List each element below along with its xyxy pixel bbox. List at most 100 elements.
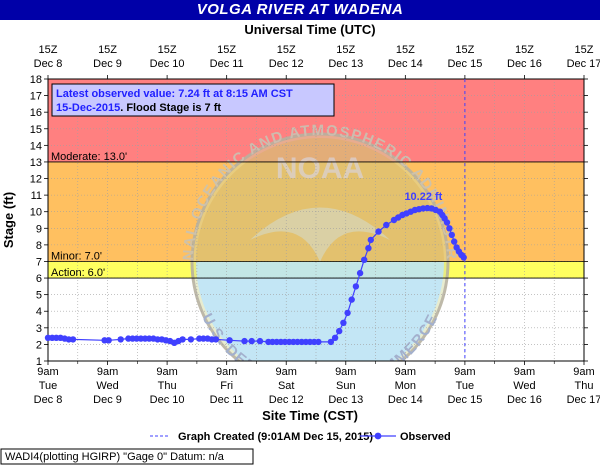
x-tick-weekday: Mon: [395, 380, 416, 392]
top-tick-date: Dec 11: [210, 58, 244, 70]
y-tick-label: 14: [30, 140, 42, 152]
y-tick-label: 10: [30, 207, 42, 219]
x-tick-time: 9am: [335, 366, 356, 378]
y-tick-label: 2: [36, 339, 42, 351]
latest-value-flood-stage: . Flood Stage is 7 ft: [120, 102, 221, 114]
y-tick-label: 18: [30, 74, 42, 86]
y-tick-label: 17: [30, 91, 42, 103]
x-tick-time: 9am: [514, 366, 535, 378]
x-tick-date: Dec 13: [328, 394, 363, 406]
top-tick-time: 15Z: [158, 44, 177, 56]
observed-point: [179, 336, 186, 343]
chart-title: VOLGA RIVER AT WADENA: [0, 0, 600, 20]
x-tick-weekday: Sat: [278, 380, 295, 392]
top-tick-date: Dec 8: [34, 58, 63, 70]
footer: WADI4(plotting HGIRP) "Gage 0" Datum: n/…: [0, 448, 254, 465]
latest-value-box: Latest observed value: 7.24 ft at 8:15 A…: [51, 83, 335, 117]
x-tick-date: Dec 16: [507, 394, 542, 406]
y-tick-label: 16: [30, 107, 42, 119]
y-tick-label: 9: [36, 223, 42, 235]
observed-point: [331, 334, 339, 341]
latest-value-line1: Latest observed value: 7.24 ft at 8:15 A…: [56, 88, 293, 100]
observed-point: [315, 338, 322, 346]
bottom-x-axis: 9am Tue Dec 8 9am Wed Dec 9 9am Thu Dec 10 9am Fri…: [34, 361, 600, 406]
top-tick-time: 15Z: [217, 44, 236, 56]
observed-point: [117, 336, 124, 343]
observed-point: [212, 336, 220, 343]
observed-point: [226, 337, 233, 344]
x-tick-date: Dec 17: [567, 394, 600, 406]
observed-point: [69, 336, 77, 343]
top-tick-date: Dec 14: [388, 58, 423, 70]
top-tick-date: Dec 15: [447, 58, 482, 70]
x-tick-time: 9am: [216, 366, 237, 378]
latest-value-box-bg: [51, 83, 335, 117]
y-tick-label: 4: [36, 306, 42, 318]
y-tick-label: 6: [36, 273, 42, 285]
x-tick-date: Dec 15: [447, 394, 482, 406]
top-tick-date: Dec 16: [507, 58, 542, 70]
observed-point: [361, 256, 368, 263]
x-tick-weekday: Thu: [575, 380, 594, 392]
y-tick-label: 8: [36, 240, 42, 252]
observed-point: [348, 296, 355, 303]
observed-point: [367, 236, 374, 244]
observed-point: [248, 337, 255, 345]
legend-observed-label: Observed: [400, 431, 451, 443]
observed-point: [460, 254, 467, 261]
observed-point: [356, 269, 364, 277]
top-tick-time: 15Z: [515, 44, 534, 56]
x-tick-time: 9am: [573, 366, 594, 378]
top-tick-date: Dec 12: [269, 58, 304, 70]
legend-observed-marker: [374, 432, 382, 440]
top-tick-time: 15Z: [98, 44, 117, 56]
x-tick-time: 9am: [395, 366, 416, 378]
y-tick-label: 12: [30, 174, 42, 186]
watermark-upper-half: [196, 138, 444, 262]
observed-point: [336, 327, 343, 335]
latest-value-line2: 15-Dec-2015. Flood Stage is 7 ft: [56, 102, 221, 114]
x-tick-time: 9am: [276, 366, 297, 378]
y-tick-label: 5: [36, 290, 42, 302]
y-tick-label: 13: [30, 157, 42, 169]
noaa-bird-icon: [250, 207, 390, 262]
x-tick-weekday: Tue: [39, 380, 58, 392]
x-tick-time: 9am: [156, 366, 177, 378]
observed-point: [327, 338, 335, 346]
top-tick-date: Dec 9: [93, 58, 122, 70]
x-tick-time: 9am: [97, 366, 118, 378]
observed-point: [352, 283, 360, 290]
bottom-axis-title: Site Time (CST): [262, 408, 358, 423]
legend: Graph Created (9:01AM Dec 15, 2015) Obse…: [150, 431, 451, 443]
flood-category-lines: Action: 6.0' Minor: 7.0' Moderate: 13.0': [48, 151, 584, 279]
x-tick-weekday: Thu: [158, 380, 177, 392]
top-tick-date: Dec 13: [328, 58, 363, 70]
y-axis-title: Stage (ft): [1, 192, 16, 248]
observed-point: [344, 309, 351, 317]
x-tick-weekday: Sun: [336, 380, 356, 392]
category-label-minor: Minor: 7.0': [51, 250, 102, 262]
observed-point: [443, 219, 451, 226]
observed-point: [451, 238, 458, 245]
observed-point: [448, 231, 455, 239]
y-tick-label: 3: [36, 323, 42, 335]
observed-point: [383, 221, 390, 229]
top-x-axis: 15Z Dec 8 15Z Dec 9 15Z Dec 10 15Z Dec 11 15Z Dec…: [34, 44, 600, 79]
watermark-lower-half: [196, 262, 444, 361]
observed-point: [241, 337, 248, 345]
top-tick-time: 15Z: [39, 44, 58, 56]
legend-graph-created-label: Graph Created (9:01AM Dec 15, 2015): [178, 431, 373, 443]
observed-series: [44, 204, 467, 346]
y-tick-label: 7: [36, 256, 42, 268]
x-tick-weekday: Wed: [96, 380, 118, 392]
x-tick-weekday: Wed: [513, 380, 535, 392]
x-tick-date: Dec 11: [210, 394, 244, 406]
top-tick-time: 15Z: [277, 44, 296, 56]
observed-point: [340, 319, 347, 326]
x-tick-date: Dec 8: [34, 394, 63, 406]
observed-point: [105, 337, 112, 344]
top-tick-time: 15Z: [455, 44, 474, 56]
x-tick-date: Dec 10: [150, 394, 185, 406]
top-tick-time: 15Z: [396, 44, 415, 56]
